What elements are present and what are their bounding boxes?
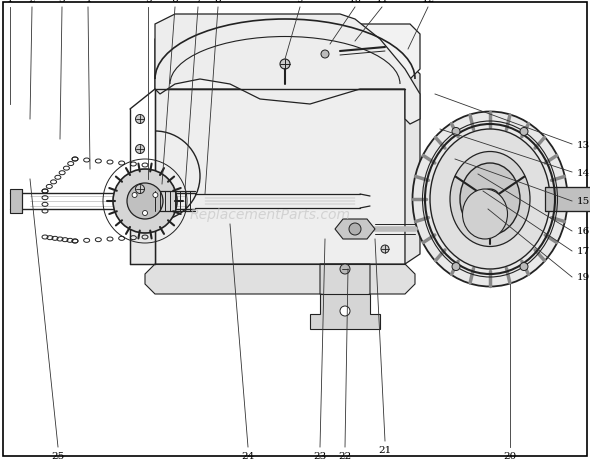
Bar — [545, 188, 590, 212]
Ellipse shape — [463, 190, 507, 240]
Text: 17: 17 — [577, 247, 590, 256]
Circle shape — [127, 184, 163, 219]
Text: 15: 15 — [577, 197, 590, 206]
Text: 16: 16 — [577, 227, 590, 236]
Circle shape — [381, 246, 389, 253]
Text: 20: 20 — [503, 451, 517, 459]
Polygon shape — [130, 179, 155, 264]
Ellipse shape — [430, 130, 550, 269]
Circle shape — [452, 263, 460, 271]
Text: 3: 3 — [58, 0, 65, 4]
Circle shape — [520, 128, 528, 136]
Circle shape — [321, 51, 329, 59]
Text: 25: 25 — [51, 451, 65, 459]
Text: 1: 1 — [6, 0, 14, 4]
Text: 12: 12 — [421, 0, 435, 4]
Circle shape — [340, 306, 350, 316]
Text: 14: 14 — [577, 168, 590, 177]
Circle shape — [136, 115, 145, 124]
Polygon shape — [155, 25, 420, 90]
Circle shape — [113, 170, 177, 234]
Circle shape — [480, 190, 500, 210]
Text: 5: 5 — [145, 0, 151, 4]
Circle shape — [143, 211, 148, 216]
Text: 11: 11 — [375, 0, 389, 4]
Polygon shape — [10, 190, 22, 213]
Circle shape — [136, 145, 145, 154]
Text: 23: 23 — [313, 451, 327, 459]
Text: 7: 7 — [195, 0, 201, 4]
Text: 9: 9 — [297, 0, 303, 4]
Circle shape — [520, 263, 528, 271]
Circle shape — [349, 224, 361, 235]
Text: 22: 22 — [339, 451, 352, 459]
Text: 8: 8 — [215, 0, 221, 4]
Ellipse shape — [460, 164, 520, 235]
Polygon shape — [155, 90, 405, 264]
Polygon shape — [145, 264, 415, 294]
Text: 4: 4 — [85, 0, 91, 4]
Text: 10: 10 — [348, 0, 362, 4]
Polygon shape — [335, 219, 375, 240]
Text: ReplacementParts.com: ReplacementParts.com — [189, 207, 350, 222]
Text: 21: 21 — [378, 445, 392, 454]
Circle shape — [136, 185, 145, 194]
Polygon shape — [155, 15, 420, 125]
Text: 19: 19 — [577, 273, 590, 282]
Circle shape — [452, 128, 460, 136]
Polygon shape — [405, 65, 420, 264]
Text: 6: 6 — [172, 0, 178, 4]
Ellipse shape — [412, 112, 568, 287]
Circle shape — [280, 60, 290, 70]
Circle shape — [340, 264, 350, 274]
Circle shape — [132, 193, 137, 198]
Text: 13: 13 — [577, 140, 590, 149]
Polygon shape — [310, 294, 380, 329]
Text: 24: 24 — [241, 451, 255, 459]
Circle shape — [153, 193, 158, 198]
Polygon shape — [320, 264, 370, 299]
Ellipse shape — [450, 152, 530, 247]
Text: 2: 2 — [29, 0, 35, 4]
